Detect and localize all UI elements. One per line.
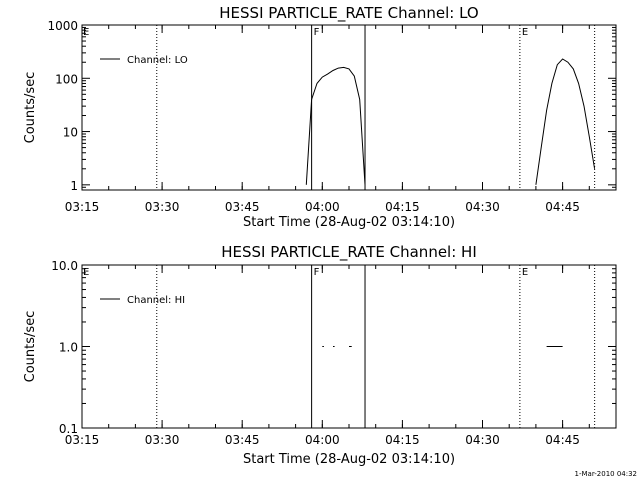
- chart-1-ytick-label: 10: [63, 126, 78, 140]
- chart-2-xlabel: Start Time (28-Aug-02 03:14:10): [243, 452, 455, 467]
- chart-1-ytick-label: 100: [55, 72, 78, 86]
- chart-2-xtick-label: 03:45: [225, 433, 260, 447]
- chart-1-xtick-label: 03:30: [145, 200, 180, 214]
- chart-1-title: HESSI PARTICLE_RATE Channel: LO: [219, 4, 478, 23]
- chart-1-ylabel: Counts/sec: [23, 72, 38, 144]
- chart-1-event-flag: F: [314, 27, 320, 38]
- chart-1-panel: HESSI PARTICLE_RATE Channel: LO 03:15 03:3…: [23, 4, 617, 230]
- chart-1-xtick-label: 03:15: [65, 200, 100, 214]
- chart-1-ytick-label: 1: [70, 179, 78, 193]
- chart-2-title: HESSI PARTICLE_RATE Channel: HI: [221, 243, 477, 262]
- chart-1-ytick-label: 1000: [47, 19, 78, 33]
- chart-2-ytick-label: 1.0: [59, 341, 78, 355]
- chart-1-event-flag: E: [522, 27, 528, 38]
- chart-2-event-flag: E: [522, 267, 528, 278]
- chart-2-legend-label: Channel: HI: [127, 295, 185, 306]
- chart-2-ytick-label: 10.0: [51, 259, 78, 273]
- chart-2-xtick-label: 04:30: [465, 433, 500, 447]
- chart-1-series-line: [535, 58, 596, 185]
- chart-1-xtick-label: 04:30: [465, 200, 500, 214]
- chart-1-xtick-label: 04:00: [305, 200, 340, 214]
- chart-2-ylabel: Counts/sec: [23, 311, 38, 383]
- chart-1-legend-label: Channel: LO: [127, 55, 188, 66]
- chart-2-ytick-label: 0.1: [59, 422, 78, 436]
- chart-2-xtick-label: 03:30: [145, 433, 180, 447]
- timestamp-label: 1-Mar-2010 04:32: [575, 470, 637, 478]
- chart-2-xtick-label: 04:45: [545, 433, 580, 447]
- chart-2-edge-flag: E: [83, 267, 89, 278]
- chart-2-panel: HESSI PARTICLE_RATE Channel: HI 03:15 03:3…: [23, 243, 617, 467]
- chart-1-xtick-label: 04:15: [385, 200, 420, 214]
- chart-2-event-flag: F: [314, 267, 320, 278]
- chart-2-xtick-label: 03:15: [65, 433, 100, 447]
- chart-1-xtick-label: 03:45: [225, 200, 260, 214]
- chart-2-xtick-label: 04:00: [305, 433, 340, 447]
- chart-2-xtick-label: 04:15: [385, 433, 420, 447]
- chart-1-edge-flag: E: [83, 27, 89, 38]
- chart-1-plot-frame: [81, 24, 617, 191]
- chart-1-xtick-label: 04:45: [545, 200, 580, 214]
- chart-1-series-line: [305, 66, 366, 185]
- chart-1-xlabel: Start Time (28-Aug-02 03:14:10): [243, 215, 455, 230]
